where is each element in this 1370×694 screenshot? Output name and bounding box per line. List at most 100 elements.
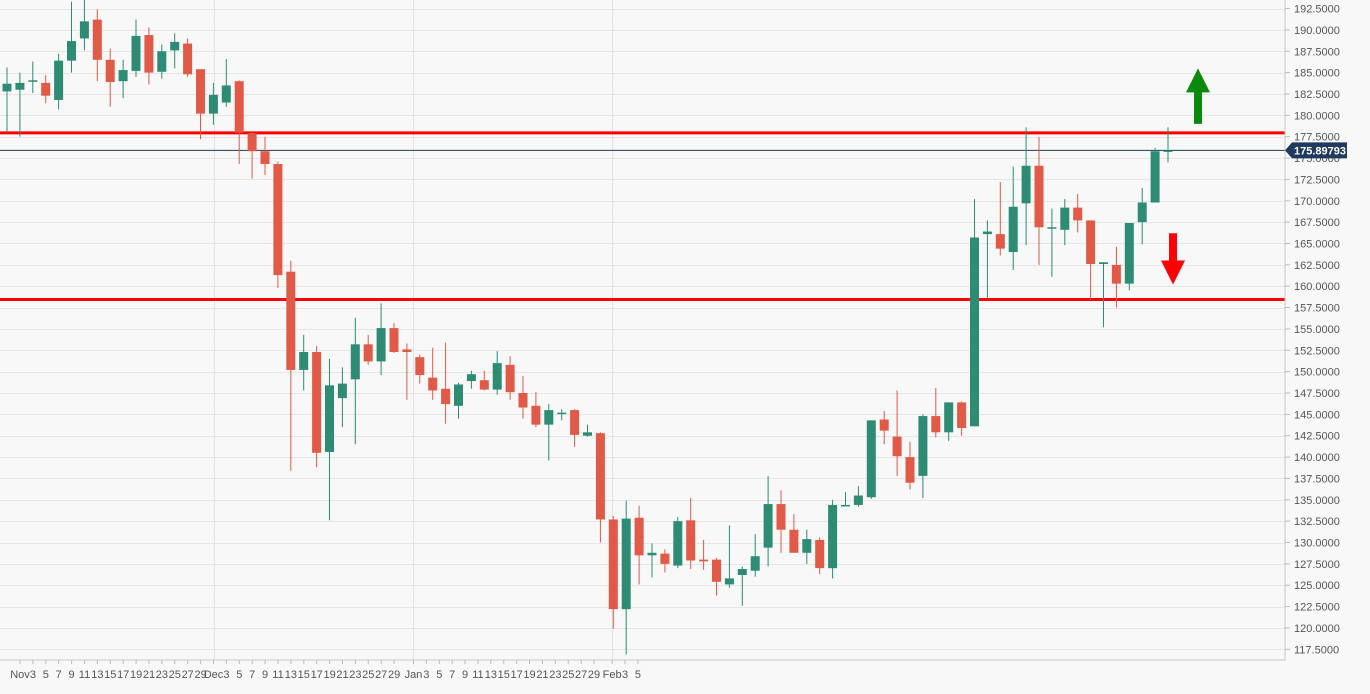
candles [2, 0, 1173, 655]
candle-body-down [363, 344, 373, 362]
x-tick-label: 17 [511, 669, 523, 681]
candle [221, 58, 231, 107]
candle [170, 33, 180, 69]
candle [982, 220, 992, 299]
y-tick-label: 147.5000 [1294, 388, 1340, 400]
trend-arrows [1161, 68, 1210, 285]
candle-body-up [170, 41, 180, 51]
candle-body-up [350, 344, 360, 380]
candle-body-up [1150, 151, 1160, 203]
candle [905, 441, 915, 490]
candle [441, 342, 451, 424]
candle [866, 420, 876, 499]
candle [879, 410, 889, 445]
candle-body-down [660, 553, 670, 564]
candle-body-up [15, 82, 25, 90]
candle [454, 382, 463, 419]
candle-body-down [389, 328, 399, 352]
x-tick-label: 3 [223, 669, 229, 681]
candle [1060, 199, 1070, 246]
candle [699, 539, 709, 570]
x-tick-label: 27 [375, 669, 387, 681]
candle [402, 343, 412, 400]
candle [28, 61, 38, 94]
candle-body-up [647, 552, 657, 556]
x-tick-label: 21 [143, 669, 155, 681]
candle [376, 303, 386, 376]
x-tick-label: 15 [498, 669, 510, 681]
candle-body-up [466, 374, 476, 382]
candle [583, 424, 592, 437]
candle [131, 19, 141, 77]
candle-body-up [970, 237, 979, 427]
candle-body-down [608, 519, 618, 610]
x-tick-label: 25 [169, 669, 181, 681]
candle [957, 401, 967, 436]
x-tick-label: 9 [462, 669, 468, 681]
candle-body-down [686, 520, 696, 561]
candle-body-up [841, 504, 850, 507]
candle-body-up [1021, 165, 1031, 204]
candle-body-up [621, 518, 631, 610]
x-tick-label: 25 [362, 669, 374, 681]
candle [183, 38, 193, 77]
candle [815, 537, 825, 575]
y-tick-label: 137.5000 [1294, 473, 1340, 485]
y-tick-label: 192.5000 [1294, 4, 1340, 16]
candle-body-down [415, 357, 425, 376]
y-tick-label: 127.5000 [1294, 559, 1340, 571]
candle [531, 392, 541, 428]
y-tick-label: 182.5000 [1294, 89, 1340, 101]
candle [776, 490, 786, 553]
candle-body-up [492, 363, 502, 390]
candle-body-down [957, 402, 967, 429]
x-tick-label: Dec [204, 669, 224, 681]
candle [660, 549, 670, 573]
candle [544, 404, 554, 461]
y-tick-label: 170.0000 [1294, 196, 1340, 208]
candle-body-down [531, 405, 541, 425]
candle [802, 529, 812, 564]
candle-body-down [428, 377, 438, 391]
y-tick-label: 140.0000 [1294, 452, 1340, 464]
candle-body-up [325, 385, 334, 452]
candle [105, 48, 115, 107]
candle [144, 27, 154, 85]
candle [595, 432, 605, 543]
candle [118, 59, 128, 99]
x-tick-label: 11 [79, 669, 90, 681]
candle [389, 322, 399, 353]
x-tick-label: 21 [536, 669, 548, 681]
x-tick-label: 5 [43, 669, 49, 681]
x-tick-label: 21 [336, 669, 348, 681]
y-tick-label: 152.5000 [1294, 345, 1340, 357]
candle-body-down [518, 393, 528, 408]
candle-body-up [673, 521, 683, 566]
candle-body-down [595, 433, 605, 520]
candle-body-down [273, 164, 283, 276]
candle [67, 1, 76, 73]
y-tick-label: 165.0000 [1294, 238, 1340, 250]
x-tick-label: 27 [575, 669, 587, 681]
candle-body-up [2, 83, 12, 92]
candle-body-up [376, 328, 386, 362]
x-tick-label: 7 [449, 669, 455, 681]
y-tick-label: 177.5000 [1294, 132, 1340, 144]
candle [157, 44, 167, 79]
candle-body-up [1163, 150, 1173, 152]
candle-body-down [183, 43, 193, 75]
grid-lines [0, 0, 1285, 660]
x-tick-label: 5 [236, 669, 242, 681]
x-tick-label: 11 [472, 669, 483, 681]
candle-body-down [931, 416, 941, 433]
candle-body-up [918, 416, 928, 476]
candle [492, 351, 502, 395]
horizontal-levels [0, 131, 1285, 301]
x-tick-label: 7 [56, 669, 62, 681]
candle [970, 199, 979, 427]
candle-body-up [67, 41, 76, 61]
y-tick-label: 162.5000 [1294, 260, 1340, 272]
